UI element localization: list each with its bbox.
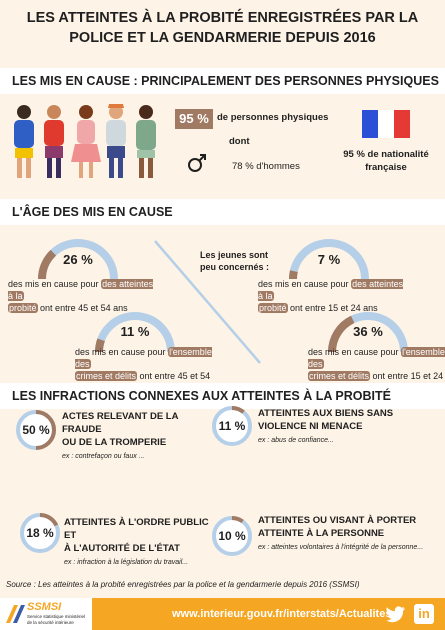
gauge-fill [38,249,57,280]
linkedin-icon[interactable]: in [414,604,434,624]
gauge-fill [289,270,298,280]
section2-heading: L'ÂGE DES MIS EN CAUSE [12,205,173,219]
ssmsi-logo-icon [6,605,25,623]
men-label: 78 % d'hommes [232,161,300,172]
dont-label: dont [229,136,250,147]
ring-value: 18 % [26,526,54,540]
ring-property [212,406,252,446]
people-illustration [14,104,156,178]
male-icon [188,154,206,172]
gauge-crimes-15-24 [328,312,408,353]
gauge-caption: des mis en cause pour l'ensemble des cri… [75,347,212,393]
section1-header [0,68,445,94]
gauge-fill [95,338,105,353]
infraction-item: ATTEINTES À L'ORDRE PUBLIC ET À L'AUTORI… [64,517,209,566]
ssmsi-logo: SSMSI Service statistique ministériel de… [0,598,92,630]
gauge-caption: des mis en cause pour l'ensemble des cri… [308,347,445,393]
youth-note: Les jeunes sont peu concernés : [200,250,270,272]
nationality-label: 95 % de nationalité française [343,149,429,173]
section1-heading: LES MIS EN CAUSE : PRINCIPALEMENT DES PE… [12,74,439,88]
ring-value: 11 % [218,419,246,433]
gauge-probity-45-54 [38,239,118,280]
source-note: Source : Les atteintes à la probité enre… [6,580,360,589]
infraction-item: ATTEINTES AUX BIENS SANS VIOLENCE NI MEN… [258,408,394,444]
section3-heading: LES INFRACTIONS CONNEXES AUX ATTEINTES À… [12,389,391,403]
section2-header [0,199,445,225]
infraction-item: ACTES RELEVANT DE LA FRAUDE OU DE LA TRO… [62,411,179,460]
ring-public-order [20,513,60,553]
gauge-value: 26 % [63,252,93,267]
person-icon [71,105,101,178]
gauge-caption: des mis en cause pour des atteintes à la… [8,279,154,313]
ring-value: 50 % [22,423,50,437]
gauge-value: 11 % [120,324,150,339]
gauge-fill [328,315,355,353]
person-icon [106,104,126,178]
diagonal-divider [154,240,261,364]
french-flag-icon [362,110,410,138]
ring-fill [231,516,244,524]
person-icon [136,105,156,178]
ssmsi-logo-name: SSMSI [27,601,62,613]
ring-fill [35,410,56,450]
gauge-value: 36 % [353,324,383,339]
twitter-icon[interactable] [386,605,406,623]
infraction-item: ATTEINTES OU VISANT À PORTER ATTEINTE À … [258,515,424,551]
gauge-caption: des mis en cause pour des atteintes à la… [258,279,404,313]
person-icon [14,105,34,178]
physical-label: de personnes physiques [217,112,329,123]
gauge-track [289,239,369,280]
gauge-probity-15-24 [289,239,369,280]
section3-header [0,383,445,409]
person-icon [44,105,64,178]
gauge-crimes-45-54 [95,312,175,353]
ssmsi-logo-subtitle: Service statistique ministériel de la sé… [27,614,86,625]
ring-fill [231,406,245,414]
physical-pct-badge: 95 % [175,109,213,129]
ring-fraud [16,410,56,450]
ring-person [212,516,252,556]
gauge-track [95,312,175,353]
gauge-value: 7 % [317,252,341,267]
ring-fill [39,513,59,527]
page-title: LES ATTEINTES À LA PROBITÉ ENREGISTRÉES … [26,10,419,46]
website-link[interactable]: www.interieur.gouv.fr/interstats/Actuali… [172,608,392,620]
ring-value: 10 % [218,529,246,543]
